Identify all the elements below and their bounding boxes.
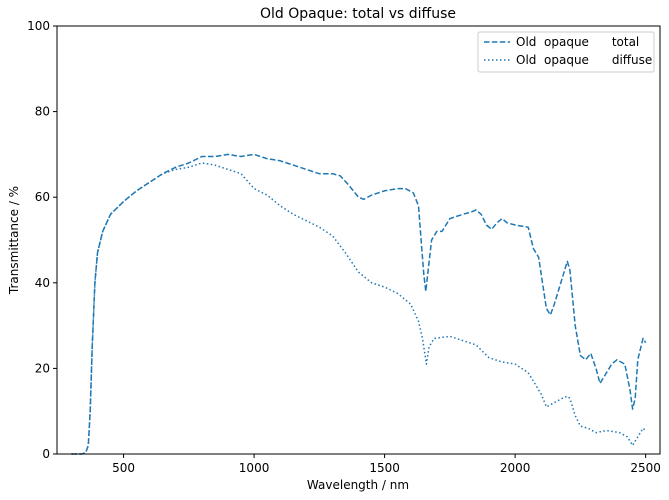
plot-frame bbox=[56, 25, 661, 455]
y-tick-label: 0 bbox=[42, 447, 50, 461]
y-tick-label: 60 bbox=[35, 190, 50, 204]
chart-title: Old Opaque: total vs diffuse bbox=[260, 6, 456, 22]
series-line-total bbox=[71, 153, 647, 455]
legend-label-total: Old opaque total bbox=[516, 35, 639, 49]
plot-lines bbox=[71, 153, 647, 455]
y-tick-label: 80 bbox=[35, 105, 50, 119]
x-tick-label: 2000 bbox=[500, 461, 531, 475]
y-axis-ticks: 0 20 40 60 80 100 bbox=[27, 19, 57, 461]
y-tick-label: 40 bbox=[35, 276, 50, 290]
x-tick-label: 2500 bbox=[630, 461, 661, 475]
x-axis-label: Wavelength / nm bbox=[307, 478, 409, 492]
series-line-diffuse bbox=[71, 162, 647, 455]
x-tick-label: 500 bbox=[112, 461, 135, 475]
x-tick-label: 1000 bbox=[239, 461, 270, 475]
legend-box bbox=[477, 31, 655, 73]
legend: Old opaque total Old opaque diffuse bbox=[477, 31, 655, 73]
y-axis-label: Transmittance / % bbox=[7, 186, 21, 295]
y-tick-label: 20 bbox=[35, 361, 50, 375]
y-tick-label: 100 bbox=[27, 19, 50, 33]
x-axis-ticks: 500 1000 1500 2000 2500 bbox=[112, 454, 661, 475]
x-tick-label: 1500 bbox=[369, 461, 400, 475]
legend-label-diffuse: Old opaque diffuse bbox=[516, 53, 652, 67]
